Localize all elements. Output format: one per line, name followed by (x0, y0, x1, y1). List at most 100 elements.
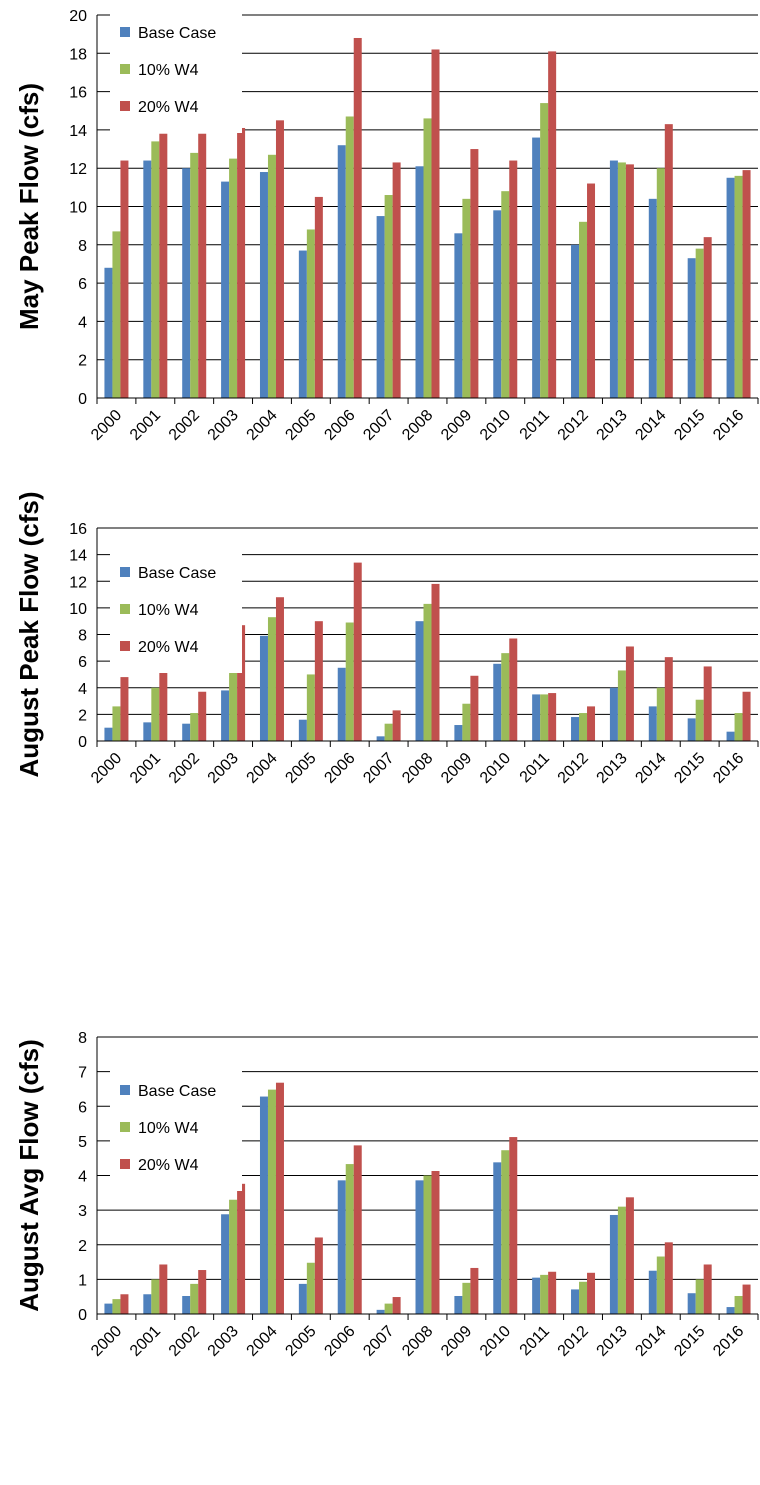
bar-20pct-w4-2014 (664, 1242, 673, 1314)
bar-20pct-w4-2011 (548, 51, 557, 398)
bar-20pct-w4-2005 (314, 621, 323, 741)
x-tick-label: 2003 (205, 407, 242, 444)
bar-20pct-w4-2007 (392, 162, 401, 398)
bar-base-case-2014 (648, 198, 657, 398)
x-tick-label: 2014 (632, 1323, 669, 1360)
bar-20pct-w4-2009 (470, 149, 479, 398)
bar-20pct-w4-2011 (548, 1271, 557, 1314)
bar-20pct-w4-2001 (159, 1264, 168, 1314)
bar-base-case-2001 (143, 1294, 152, 1314)
bar-10pct-w4-2011 (540, 694, 549, 741)
y-tick-label: 12 (69, 161, 87, 178)
bar-10pct-w4-2009 (462, 703, 471, 741)
y-tick-label: 10 (69, 200, 87, 217)
series-10pct-w4 (112, 1089, 743, 1314)
x-tick-label: 2015 (671, 407, 708, 444)
x-tick-label: 2005 (282, 407, 319, 444)
bar-base-case-2003 (221, 1214, 230, 1314)
bar-10pct-w4-2006 (345, 116, 354, 399)
bar-base-case-2002 (182, 723, 191, 741)
bar-10pct-w4-2015 (695, 1279, 704, 1314)
y-tick-label: 14 (69, 548, 87, 565)
y-tick-label: 0 (78, 1307, 87, 1324)
bar-base-case-2005 (298, 250, 307, 398)
bar-10pct-w4-2004 (267, 154, 276, 398)
x-tick-label: 2013 (594, 407, 631, 444)
x-tick-label: 2003 (205, 1323, 242, 1360)
bar-base-case-2000 (104, 267, 113, 398)
x-tick-label: 2009 (438, 407, 475, 444)
x-tick-label: 2008 (399, 1323, 436, 1360)
bar-20pct-w4-2009 (470, 1267, 479, 1314)
bar-10pct-w4-2005 (306, 1262, 315, 1314)
y-tick-label: 12 (69, 574, 87, 591)
bar-10pct-w4-2013 (617, 670, 626, 741)
bar-20pct-w4-2007 (392, 710, 401, 741)
bar-10pct-w4-2001 (151, 687, 160, 741)
x-tick-label: 2010 (477, 750, 514, 787)
bar-20pct-w4-2012 (587, 706, 596, 741)
x-tick-label: 2001 (127, 1323, 164, 1360)
x-tick-label: 2013 (594, 1323, 631, 1360)
bar-20pct-w4-2016 (742, 170, 751, 398)
x-tick-label: 2006 (321, 1323, 358, 1360)
bar-10pct-w4-2011 (540, 103, 549, 398)
y-tick-label: 8 (78, 238, 87, 255)
y-tick-label: 8 (78, 628, 87, 645)
bar-base-case-2014 (648, 706, 657, 741)
bar-20pct-w4-2004 (275, 120, 284, 398)
bar-20pct-w4-2011 (548, 693, 557, 741)
y-tick-label: 16 (69, 85, 87, 102)
bar-10pct-w4-2006 (345, 622, 354, 741)
bar-10pct-w4-2010 (501, 1150, 510, 1314)
bar-20pct-w4-2001 (159, 639, 168, 741)
bar-10pct-w4-2012 (579, 221, 588, 398)
bar-10pct-w4-2014 (656, 687, 665, 741)
bar-base-case-2010 (493, 1162, 502, 1314)
bar-20pct-w4-2007 (392, 1297, 401, 1314)
x-tick-label: 2011 (517, 750, 553, 786)
bar-20pct-w4-2013 (625, 646, 634, 741)
bar-10pct-w4-2009 (462, 1282, 471, 1314)
bar-base-case-2003 (221, 181, 230, 398)
bar-10pct-w4-2007 (384, 1303, 393, 1314)
bar-base-case-2006 (337, 667, 346, 741)
bar-20pct-w4-2003 (237, 127, 246, 399)
bar-base-case-2007 (376, 736, 385, 741)
legend-swatch-20pct-w4 (120, 641, 130, 651)
bar-20pct-w4-2000 (120, 1294, 129, 1314)
bar-base-case-2004 (259, 635, 268, 741)
bar-10pct-w4-2008 (423, 603, 432, 741)
y-tick-label: 1 (78, 1272, 87, 1289)
series-20pct-w4 (120, 1082, 751, 1314)
x-tick-label: 2007 (360, 407, 397, 444)
bar-base-case-2000 (104, 1303, 113, 1314)
bar-10pct-w4-2000 (112, 231, 121, 398)
legend-background (110, 12, 242, 133)
y-axis-label: August Avg Flow (cfs) (14, 1039, 44, 1312)
bar-20pct-w4-2000 (120, 160, 129, 398)
y-tick-label: 6 (78, 654, 87, 671)
bar-10pct-w4-2010 (501, 191, 510, 398)
bar-10pct-w4-2016 (734, 1295, 743, 1314)
x-tick-label: 2003 (205, 750, 242, 787)
legend-swatch-10pct-w4 (120, 64, 130, 74)
bar-base-case-2005 (298, 1283, 307, 1314)
bar-10pct-w4-2003 (229, 1199, 238, 1314)
bar-20pct-w4-2015 (703, 1264, 712, 1314)
x-tick-label: 2004 (244, 750, 281, 787)
x-tick-label: 2007 (360, 750, 397, 787)
x-tick-label: 2014 (632, 750, 669, 787)
bar-base-case-2001 (143, 722, 152, 741)
bar-20pct-w4-2005 (314, 1237, 323, 1314)
bar-base-case-2016 (726, 731, 735, 741)
bar-10pct-w4-2015 (695, 699, 704, 741)
series-base-case (104, 621, 735, 741)
bar-20pct-w4-2000 (120, 677, 129, 741)
y-axis-label: May Peak Flow (cfs) (14, 83, 44, 330)
bar-base-case-2015 (687, 718, 696, 741)
bar-10pct-w4-2015 (695, 248, 704, 398)
